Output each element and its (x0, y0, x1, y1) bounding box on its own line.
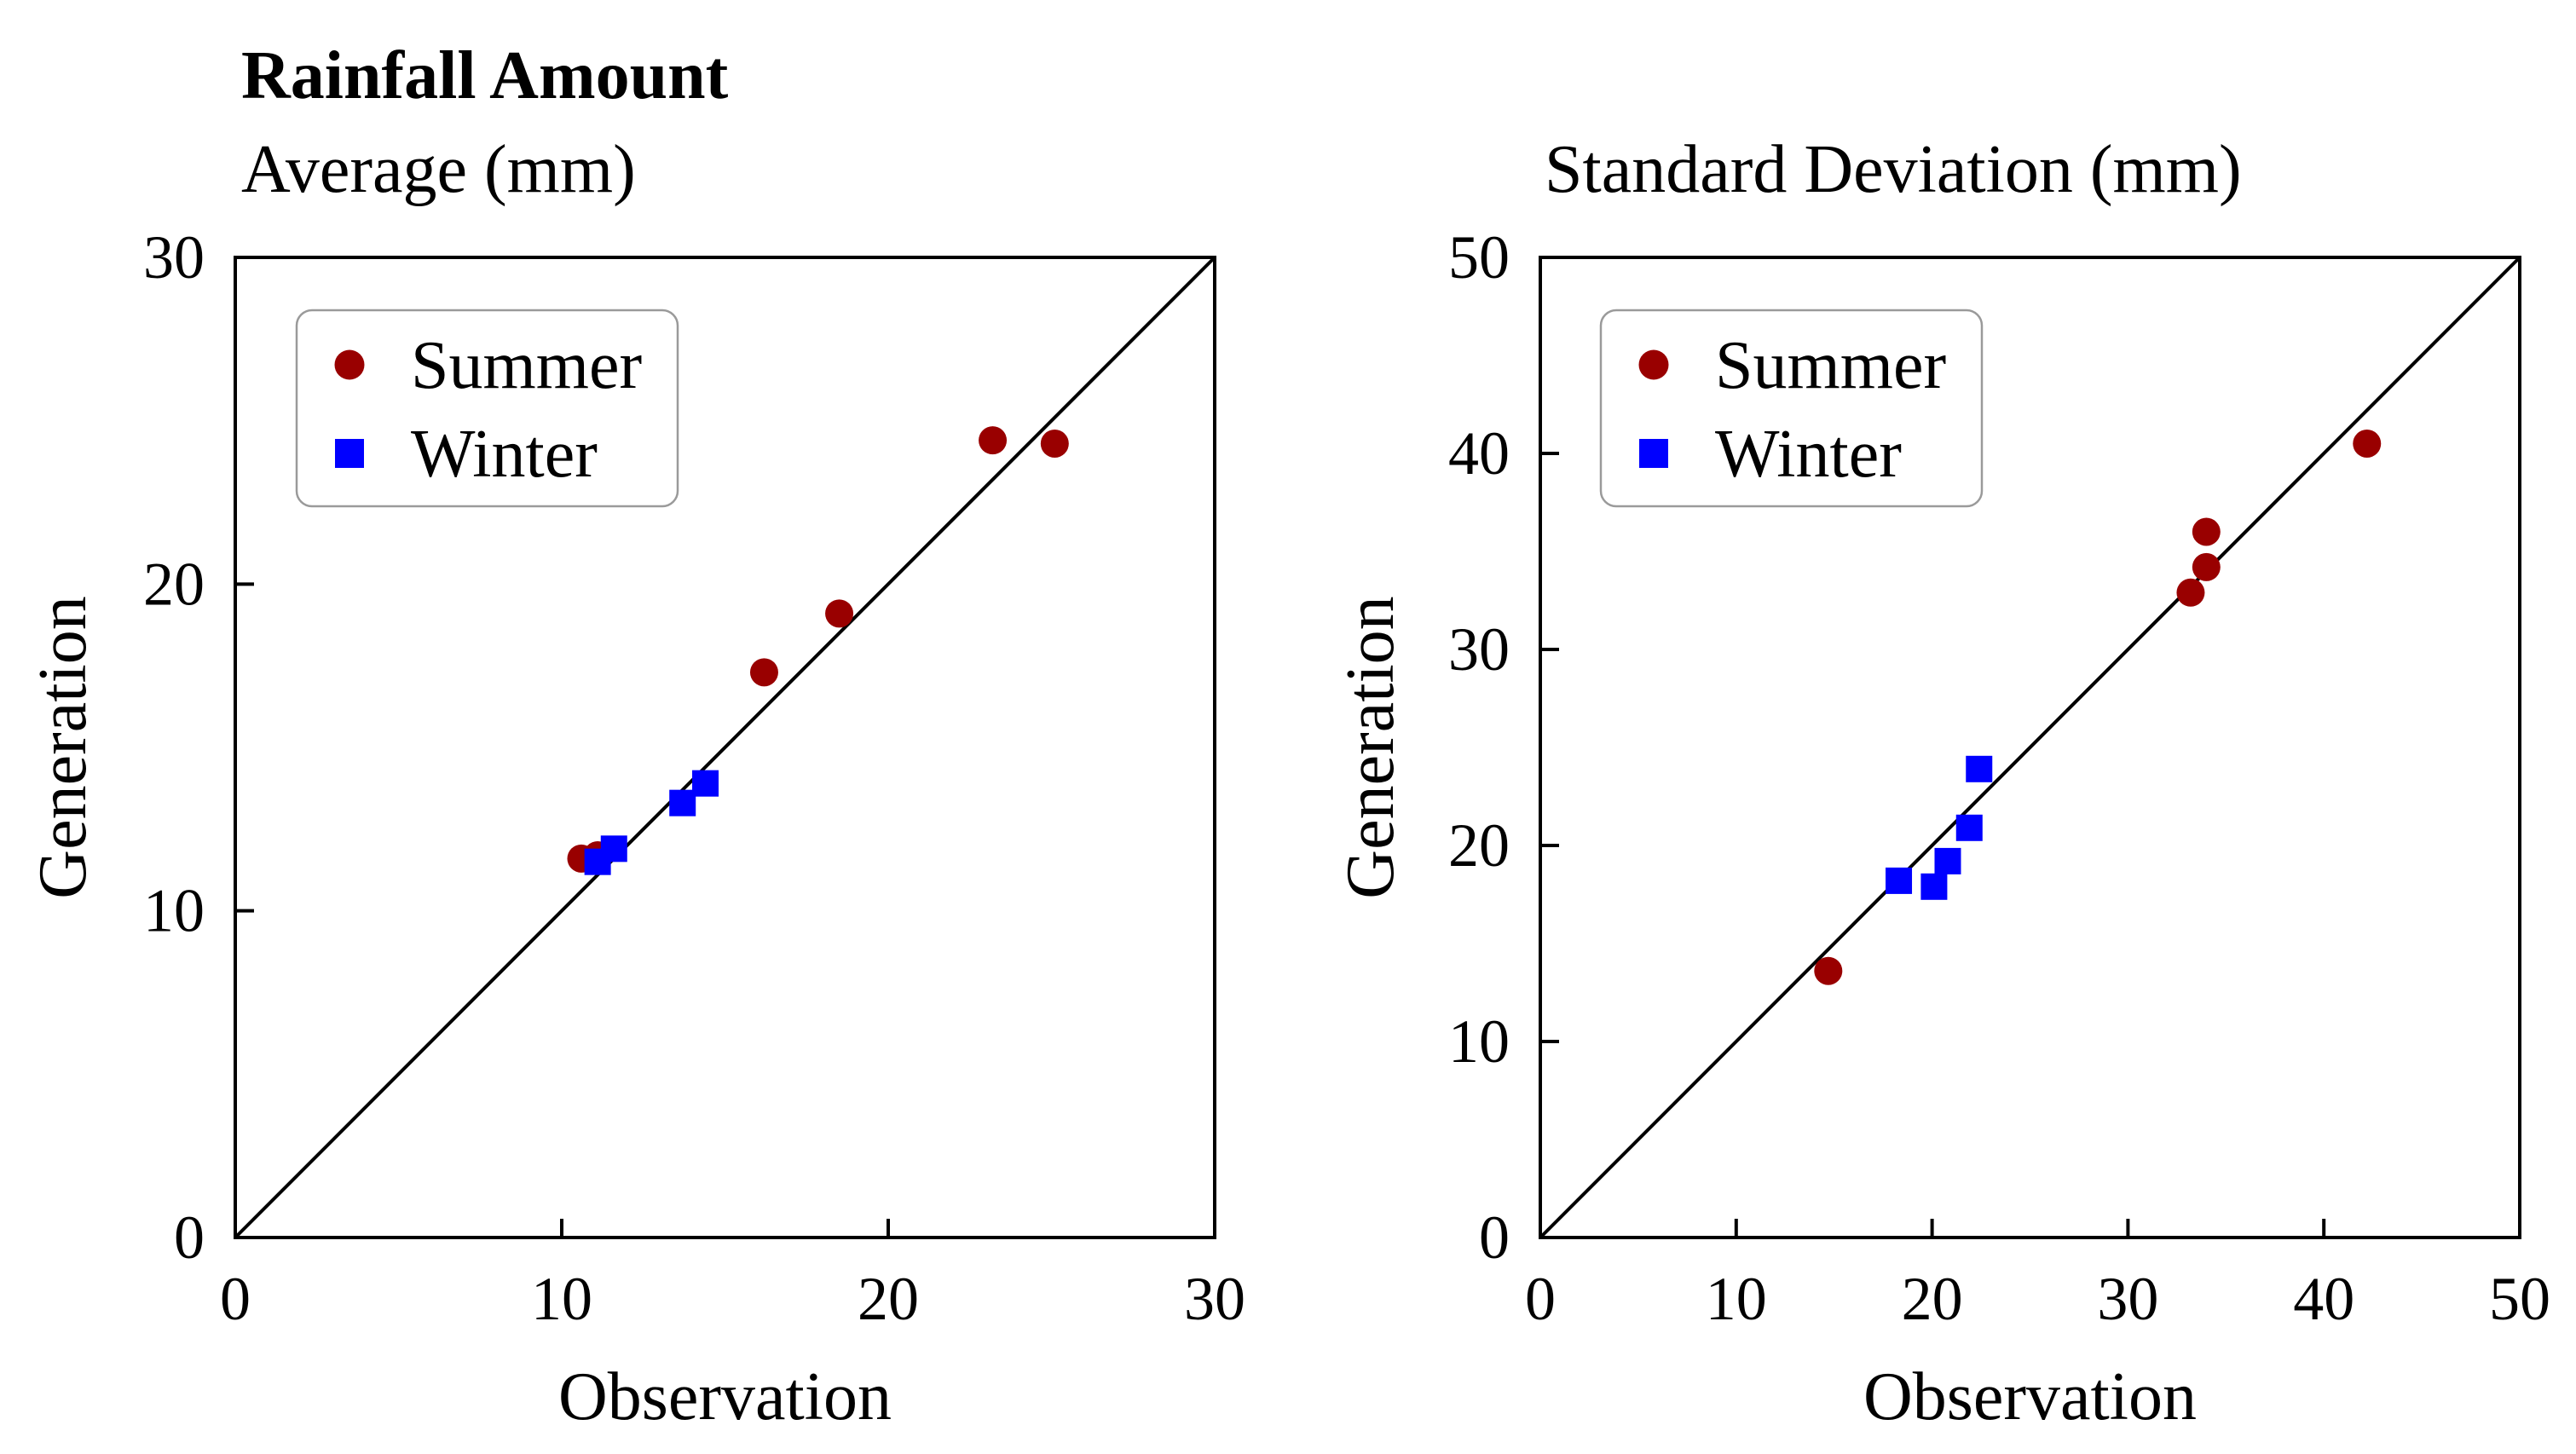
legend-summer-marker (1638, 349, 1669, 380)
legend-box (295, 309, 679, 508)
x-tick-label: 10 (531, 1265, 592, 1333)
legend-label-winter: Winter (411, 417, 598, 492)
winter-point (669, 789, 696, 816)
legend-winter-marker (1639, 439, 1668, 468)
legend-winter-marker (335, 439, 364, 468)
winter-point (1920, 873, 1948, 900)
y-tick-label: 20 (1448, 811, 1510, 880)
x-axis-label: Observation (558, 1359, 892, 1434)
y-axis-label: Generation (26, 596, 101, 898)
summer-point (1040, 430, 1069, 458)
y-axis-label: Generation (1333, 596, 1408, 898)
reference-line (1539, 256, 2521, 1239)
y-tick-label: 30 (1448, 615, 1510, 684)
y-tick-label: 10 (143, 877, 205, 945)
summer-point (2353, 430, 2382, 458)
legend: Summer Winter (295, 309, 679, 508)
summer-point (2192, 517, 2221, 546)
y-tick-label: 0 (1479, 1203, 1510, 1272)
x-tick-label: 0 (1525, 1265, 1556, 1333)
y-tick-label: 40 (1448, 419, 1510, 488)
legend-summer-marker (334, 349, 365, 380)
summer-point (1814, 956, 1843, 985)
legend-label-summer: Summer (411, 328, 642, 403)
panel-2: Standard Deviation (mm) 0 10 20 30 40 50 0 10 20 3… (1333, 132, 2550, 1434)
x-tick-label: 50 (2489, 1265, 2550, 1333)
summer-point (2192, 552, 2221, 581)
plot-frame (1539, 256, 2521, 1239)
summer-point (825, 599, 854, 628)
winter-point (1955, 814, 1983, 841)
x-axis-label: Observation (1863, 1359, 2197, 1434)
y-tick-label: 30 (143, 223, 205, 291)
y-tick-label: 0 (174, 1203, 205, 1272)
x-tick-label: 20 (858, 1265, 919, 1333)
figure-title: Rainfall Amount (241, 38, 729, 113)
y-tick-label: 10 (1448, 1007, 1510, 1076)
x-tick-label: 30 (1184, 1265, 1245, 1333)
panel-title: Standard Deviation (mm) (1545, 132, 2242, 207)
summer-point (2176, 578, 2205, 607)
legend-box (1599, 309, 1984, 508)
y-tick-label: 20 (143, 550, 205, 618)
panel-1: Average (mm) 0 10 20 30 0 10 20 30 Observation Gen… (26, 132, 1245, 1434)
legend-label-winter: Winter (1715, 417, 1902, 492)
panel-title: Average (mm) (241, 132, 636, 207)
legend-label-summer: Summer (1715, 328, 1946, 403)
x-tick-label: 0 (220, 1265, 251, 1333)
x-tick-label: 20 (1902, 1265, 1963, 1333)
x-tick-label: 30 (2097, 1265, 2158, 1333)
winter-point (600, 835, 627, 863)
legend: Summer Winter (1599, 309, 1984, 508)
winter-point (692, 770, 719, 797)
panels: Average (mm) 0 10 20 30 0 10 20 30 Observation Gen… (26, 132, 2550, 1434)
summer-point (979, 426, 1008, 455)
plot-frame (234, 256, 1216, 1239)
winter-point (1966, 755, 1993, 782)
summer-point (749, 658, 778, 687)
winter-point (1886, 867, 1913, 894)
winter-point (1934, 847, 1961, 874)
reference-line (234, 256, 1216, 1239)
x-tick-label: 10 (1706, 1265, 1767, 1333)
y-tick-label: 50 (1448, 223, 1510, 291)
x-tick-label: 40 (2293, 1265, 2354, 1333)
